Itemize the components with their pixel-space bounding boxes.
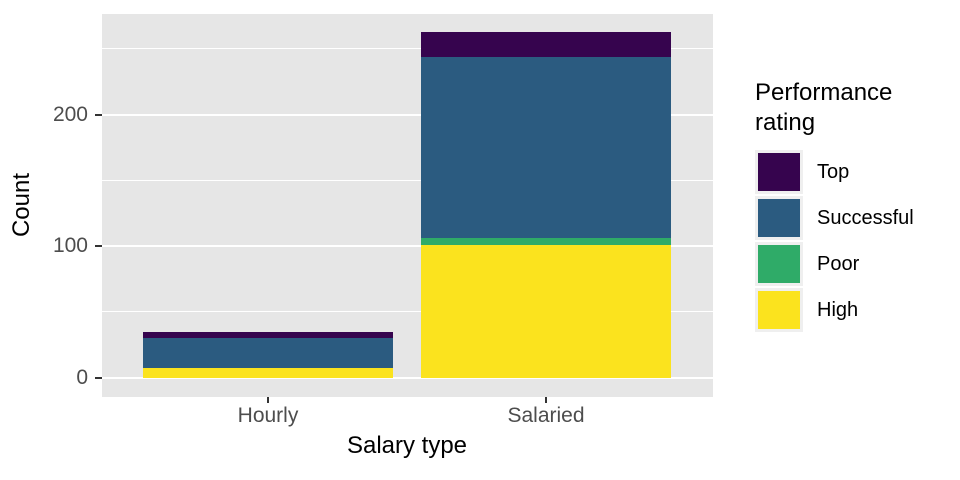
legend-items: Top Successful Poor High [755,150,955,332]
major-gridline [102,376,713,379]
legend-key-background [755,150,803,194]
y-tick-label: 0 [76,365,88,389]
legend-label: Successful [817,206,914,229]
legend-label: High [817,298,859,321]
legend-swatch-high [758,291,800,329]
legend-swatch-top [758,153,800,191]
minor-gridline [102,179,713,181]
bar-segment-hourly-high [143,368,393,378]
legend-key-background [755,196,803,240]
bar-segment-hourly-top [143,331,393,339]
bar-segment-salaried-successful [421,56,671,239]
major-gridline [102,245,713,248]
y-tick-mark [95,113,102,116]
legend-item-poor: Poor [755,242,955,286]
legend-item-successful: Successful [755,196,955,240]
legend-key-background [755,242,803,286]
legend-label: Top [817,160,850,183]
legend-title: Performance rating [755,79,893,136]
bar-segment-salaried-poor [421,238,671,245]
legend-item-top: Top [755,150,955,194]
bar-segment-salaried-high [421,244,671,378]
legend-swatch-successful [758,199,800,237]
legend: Performance rating Top Successful Poor High [755,78,955,334]
legend-swatch-poor [758,245,800,283]
major-gridline [102,113,713,116]
bar-segment-salaried-top [421,31,671,57]
x-axis-title: Salary type [346,432,468,459]
x-tick-mark [545,397,547,403]
y-tick-label: 200 [52,102,88,126]
bar-segment-hourly-successful [143,338,393,369]
x-tick-label-hourly: Hourly [237,404,299,427]
x-tick-label-salaried: Salaried [507,404,585,427]
minor-gridline [102,311,713,313]
legend-key-background [755,288,803,332]
legend-item-high: High [755,288,955,332]
y-tick-mark [95,376,102,379]
y-tick-mark [95,245,102,248]
legend-label: Poor [817,252,860,275]
y-tick-label: 100 [52,234,88,258]
plot-panel [102,14,713,397]
x-tick-mark [267,397,269,403]
minor-gridline [102,48,713,50]
